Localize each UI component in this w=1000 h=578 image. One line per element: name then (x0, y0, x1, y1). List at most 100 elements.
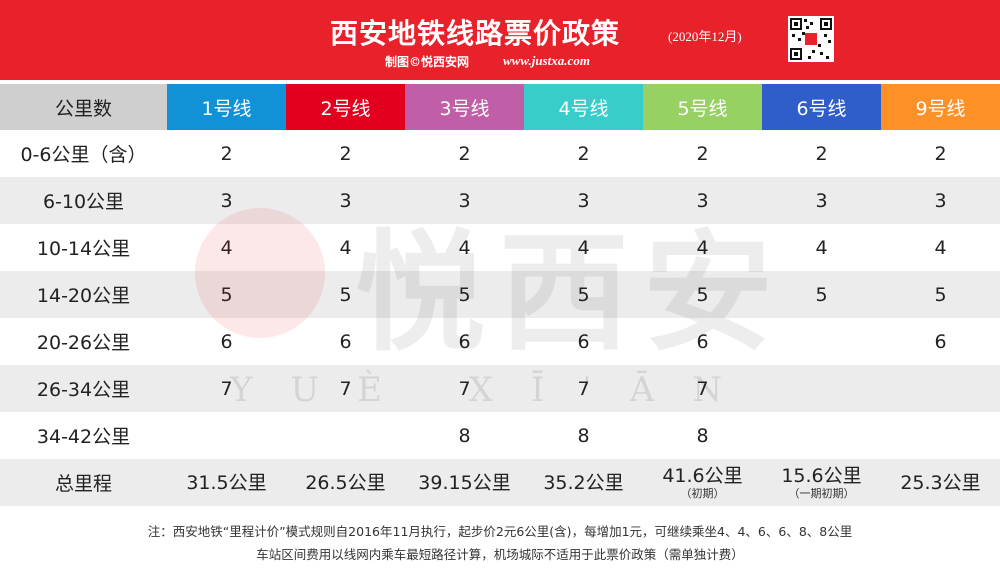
fare-cell: 2 (220, 142, 233, 165)
line-header: 2号线 (286, 84, 405, 130)
fare-cell: 4 (815, 236, 828, 259)
fare-cell (762, 412, 881, 459)
distance-range: 26-34公里 (0, 365, 167, 412)
fare-cell: 7 (405, 365, 524, 412)
page-title: 西安地铁线路票价政策 (330, 17, 621, 50)
fare-cell: 2 (815, 142, 828, 165)
fare-cell: 7 (167, 365, 286, 412)
website-url: www.justxa.com (503, 53, 590, 68)
fare-cell: 2 (696, 142, 709, 165)
total-row: 总里程 31.5公里 26.5公里 39.15公里 35.2公里 41.6公里 （初期） 15… (0, 459, 1000, 506)
date-label: (2020年12月) (668, 29, 742, 44)
fare-cell (167, 412, 286, 459)
fare-cell: 3 (881, 177, 1000, 224)
total-length-cell: 39.15公里 (405, 459, 524, 506)
fare-cell: 4 (577, 236, 590, 259)
fare-cell: 8 (458, 424, 471, 447)
fare-table: 公里数 1号线 2号线 3号线 4号线 5号线 6号线 9号线 0-6公里（含） 2 2 2 2 2 2… (0, 84, 1000, 506)
line-header: 4号线 (524, 84, 643, 130)
fare-cell: 6 (577, 330, 590, 353)
fare-cell: 4 (220, 236, 233, 259)
fare-cell: 2 (934, 142, 947, 165)
fare-cell (762, 365, 881, 412)
fare-cell: 6 (696, 330, 709, 353)
fare-cell: 8 (696, 424, 709, 447)
line-header: 5号线 (643, 84, 762, 130)
fare-cell: 5 (762, 271, 881, 318)
distance-range: 6-10公里 (0, 177, 167, 224)
fare-cell: 3 (405, 177, 524, 224)
total-length-note: （初期） (680, 486, 725, 500)
total-length-value: 31.5公里 (186, 471, 267, 494)
fare-cell: 3 (643, 177, 762, 224)
fare-cell: 6 (339, 330, 352, 353)
fare-cell: 2 (458, 142, 471, 165)
table-header-row: 公里数 1号线 2号线 3号线 4号线 5号线 6号线 9号线 (0, 84, 1000, 130)
note-line-2: 车站区间费用以线网内乘车最短路径计算，机场城际不适用于此票价政策（需单独计费） (256, 547, 744, 562)
fare-cell (881, 412, 1000, 459)
credit-label: 制图©悦西安网 (385, 55, 470, 69)
total-length-value: 39.15公里 (418, 471, 511, 494)
fare-cell: 7 (524, 365, 643, 412)
distance-range: 20-26公里 (36, 332, 131, 354)
fare-cell: 6 (220, 330, 233, 353)
total-length-value: 15.6公里 (781, 464, 862, 487)
fare-cell: 7 (643, 365, 762, 412)
fare-cell: 2 (339, 142, 352, 165)
fare-cell: 5 (405, 271, 524, 318)
table-row: 0-6公里（含） 2 2 2 2 2 2 2 (0, 130, 1000, 177)
distance-range: 34-42公里 (36, 426, 131, 448)
fare-cell: 3 (762, 177, 881, 224)
distance-range: 0-6公里（含） (20, 144, 147, 166)
line-header: 6号线 (762, 84, 881, 130)
fare-cell: 4 (696, 236, 709, 259)
fare-cell: 8 (577, 424, 590, 447)
fare-cell: 4 (458, 236, 471, 259)
fare-cell: 3 (286, 177, 405, 224)
line-header: 1号线 (167, 84, 286, 130)
table-row: 34-42公里 8 8 8 (0, 412, 1000, 459)
distance-range: 14-20公里 (0, 271, 167, 318)
total-length-cell: 26.5公里 (286, 459, 405, 506)
total-length-value: 35.2公里 (543, 471, 624, 494)
table-row: 6-10公里 3 3 3 3 3 3 3 (0, 177, 1000, 224)
fare-cell: 3 (167, 177, 286, 224)
fare-cell: 6 (458, 330, 471, 353)
fare-cell: 5 (524, 271, 643, 318)
total-label: 总里程 (0, 459, 167, 506)
fare-cell: 7 (286, 365, 405, 412)
distance-range: 10-14公里 (36, 238, 131, 260)
table-row: 20-26公里 6 6 6 6 6 6 (0, 318, 1000, 365)
total-length-cell: 31.5公里 (167, 459, 286, 506)
fare-cell: 4 (934, 236, 947, 259)
note-line-1: 注：西安地铁“里程计价”模式规则自2016年11月执行，起步价2元6公里(含)，… (147, 524, 853, 539)
total-length-note: （一期初期） (788, 486, 855, 500)
footnotes: 注：西安地铁“里程计价”模式规则自2016年11月执行，起步价2元6公里(含)，… (0, 520, 1000, 566)
fare-cell: 6 (934, 330, 947, 353)
fare-cell (286, 412, 405, 459)
line-header: 9号线 (881, 84, 1000, 130)
qr-code-icon (788, 16, 834, 62)
total-length-cell: 25.3公里 (881, 459, 1000, 506)
corner-header: 公里数 (0, 84, 167, 130)
fare-cell: 2 (577, 142, 590, 165)
fare-cell (762, 318, 881, 365)
fare-cell (881, 365, 1000, 412)
line-header: 3号线 (405, 84, 524, 130)
total-length-cell: 15.6公里 （一期初期） (762, 459, 881, 506)
fare-cell: 5 (167, 271, 286, 318)
total-length-value: 41.6公里 (662, 464, 743, 487)
fare-cell: 4 (339, 236, 352, 259)
total-length-value: 26.5公里 (305, 471, 386, 494)
table-row: 10-14公里 4 4 4 4 4 4 4 (0, 224, 1000, 271)
total-length-value: 25.3公里 (900, 471, 981, 494)
fare-cell: 3 (524, 177, 643, 224)
total-length-cell: 35.2公里 (524, 459, 643, 506)
table-row: 14-20公里 5 5 5 5 5 5 5 (0, 271, 1000, 318)
title-banner: 西安地铁线路票价政策 (2020年12月) 制图©悦西安网 www.justxa… (0, 0, 1000, 80)
fare-cell: 5 (643, 271, 762, 318)
table-row: 26-34公里 7 7 7 7 7 (0, 365, 1000, 412)
fare-cell: 5 (286, 271, 405, 318)
total-length-cell: 41.6公里 （初期） (643, 459, 762, 506)
fare-cell: 5 (881, 271, 1000, 318)
